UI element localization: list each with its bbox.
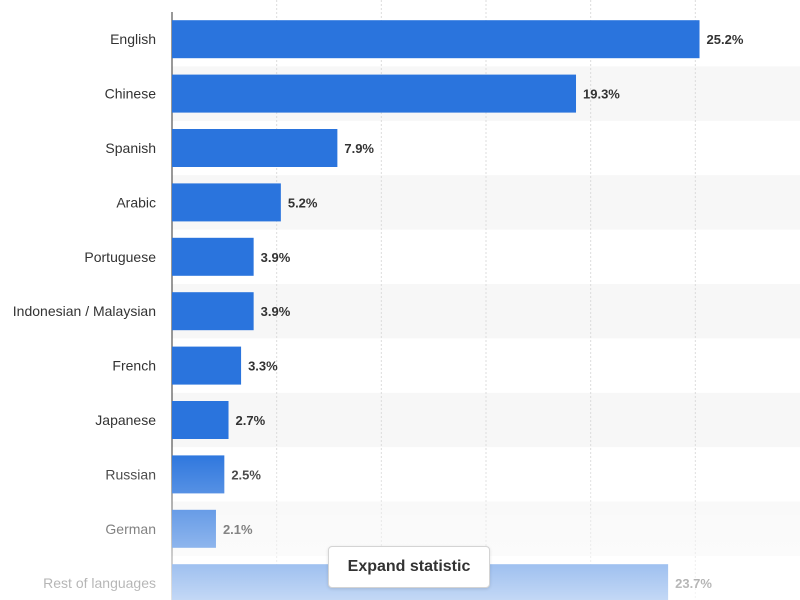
category-label: Portuguese — [84, 249, 156, 265]
category-label: Arabic — [116, 194, 156, 210]
category-label: French — [112, 358, 156, 374]
bar — [172, 129, 338, 167]
value-label: 2.7% — [236, 413, 266, 428]
value-label: 5.2% — [288, 195, 318, 210]
value-label: 3.3% — [248, 359, 278, 374]
bar — [172, 20, 700, 59]
bar — [172, 292, 254, 331]
bar — [172, 401, 229, 439]
category-label: Indonesian / Malaysian — [13, 303, 156, 319]
bar — [172, 346, 242, 385]
value-label: 7.9% — [344, 141, 374, 156]
bar — [172, 237, 254, 276]
category-label: Japanese — [95, 412, 156, 428]
value-label: 19.3% — [583, 87, 620, 102]
category-label: Chinese — [105, 86, 157, 102]
value-label: 25.2% — [707, 32, 744, 47]
bars — [172, 20, 700, 600]
bar — [172, 74, 577, 113]
value-label: 3.9% — [261, 250, 291, 265]
expand-statistic-button[interactable]: Expand statistic — [328, 546, 490, 588]
category-label: Spanish — [105, 140, 156, 156]
value-label: 3.9% — [261, 304, 291, 319]
category-label: English — [110, 31, 156, 47]
bar — [172, 183, 281, 222]
